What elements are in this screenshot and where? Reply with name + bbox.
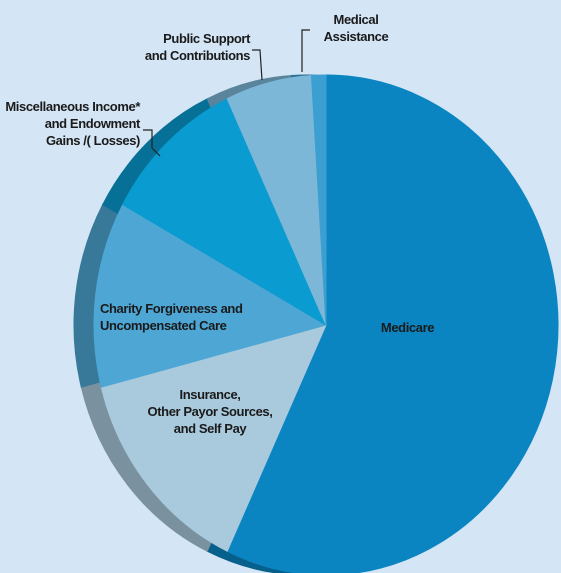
leader-line [143,129,161,157]
slice [310,74,327,326]
slice-label: Miscellaneous Income* and Endowment Gain… [5,99,140,148]
leader-line [301,29,310,72]
slice [226,74,559,573]
slice [93,203,328,388]
slice-label: Insurance, Other Payor Sources, and Self… [147,387,273,436]
leader-line [252,49,263,81]
slice [100,324,327,552]
slice-label: Medical Assistance [323,12,389,44]
slice-label: Medicare [380,320,435,335]
pie-top [93,74,559,573]
slice-label: Public Support and Contributions [144,31,251,63]
slice-label: Charity Forgiveness and Uncompensated Ca… [100,301,243,333]
slice [122,98,328,327]
